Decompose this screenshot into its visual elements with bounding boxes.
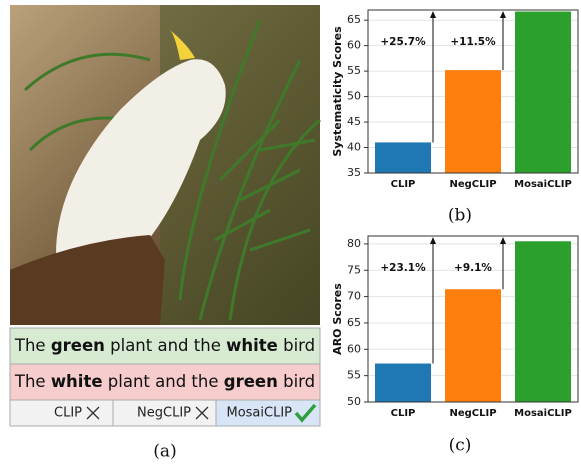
annotation: +9.1% xyxy=(454,262,492,274)
model-button-label: NegCLIP xyxy=(137,406,191,421)
y-tick-label: 65 xyxy=(347,316,361,329)
caption-segment: bird xyxy=(283,372,315,391)
y-tick-label: 50 xyxy=(347,395,361,408)
y-tick-label: 55 xyxy=(347,64,361,77)
y-tick-label: 40 xyxy=(347,141,361,154)
y-tick-label: 55 xyxy=(347,369,361,382)
arrow-head xyxy=(430,237,436,244)
arrow-head xyxy=(500,11,506,18)
bar xyxy=(445,289,501,402)
caption-segment: bird xyxy=(283,336,315,355)
bar xyxy=(375,142,431,173)
figure: The green plant and the white birdThe wh… xyxy=(0,0,581,465)
caption: The green plant and the white bird xyxy=(14,336,315,355)
arrow-head xyxy=(430,11,436,18)
y-tick-label: 70 xyxy=(347,290,361,303)
caption-segment: plant and the xyxy=(110,336,221,355)
x-tick-label: NegCLIP xyxy=(449,179,496,190)
x-tick-label: CLIP xyxy=(391,179,416,190)
y-tick-label: 50 xyxy=(347,90,361,103)
annotation: +23.1% xyxy=(380,262,426,274)
y-tick-label: 80 xyxy=(347,237,361,250)
caption: The white plant and the green bird xyxy=(14,372,315,391)
caption-segment: The xyxy=(14,372,46,391)
y-axis-label: Systematicity Scores xyxy=(331,26,344,157)
bar xyxy=(515,12,571,173)
caption-segment: plant and the xyxy=(108,372,219,391)
x-tick-label: MosaiCLIP xyxy=(514,179,572,190)
caption-segment: green xyxy=(224,372,278,391)
caption-segment: The xyxy=(14,336,46,355)
model-button-label: MosaiCLIP xyxy=(226,406,292,421)
y-tick-label: 75 xyxy=(347,263,361,276)
x-tick-label: MosaiCLIP xyxy=(514,408,572,419)
bar xyxy=(375,364,431,402)
y-tick-label: 45 xyxy=(347,115,361,128)
y-tick-label: 60 xyxy=(347,342,361,355)
bar xyxy=(515,241,571,402)
caption-segment: white xyxy=(226,336,278,355)
annotation: +11.5% xyxy=(450,36,496,48)
x-tick-label: NegCLIP xyxy=(449,408,496,419)
panel-label: (a) xyxy=(153,442,176,462)
panel-label: (c) xyxy=(449,436,472,456)
panel-label: (b) xyxy=(448,206,472,226)
y-axis-label: ARO Scores xyxy=(331,283,344,355)
y-tick-label: 35 xyxy=(347,166,361,179)
caption-segment: green xyxy=(51,336,105,355)
arrow-head xyxy=(500,237,506,244)
photo xyxy=(10,5,320,325)
y-tick-label: 60 xyxy=(347,39,361,52)
y-tick-label: 65 xyxy=(347,13,361,26)
x-tick-label: CLIP xyxy=(391,408,416,419)
bar xyxy=(445,70,501,173)
annotation: +25.7% xyxy=(380,36,426,48)
model-button-label: CLIP xyxy=(54,406,82,421)
caption-segment: white xyxy=(51,372,103,391)
